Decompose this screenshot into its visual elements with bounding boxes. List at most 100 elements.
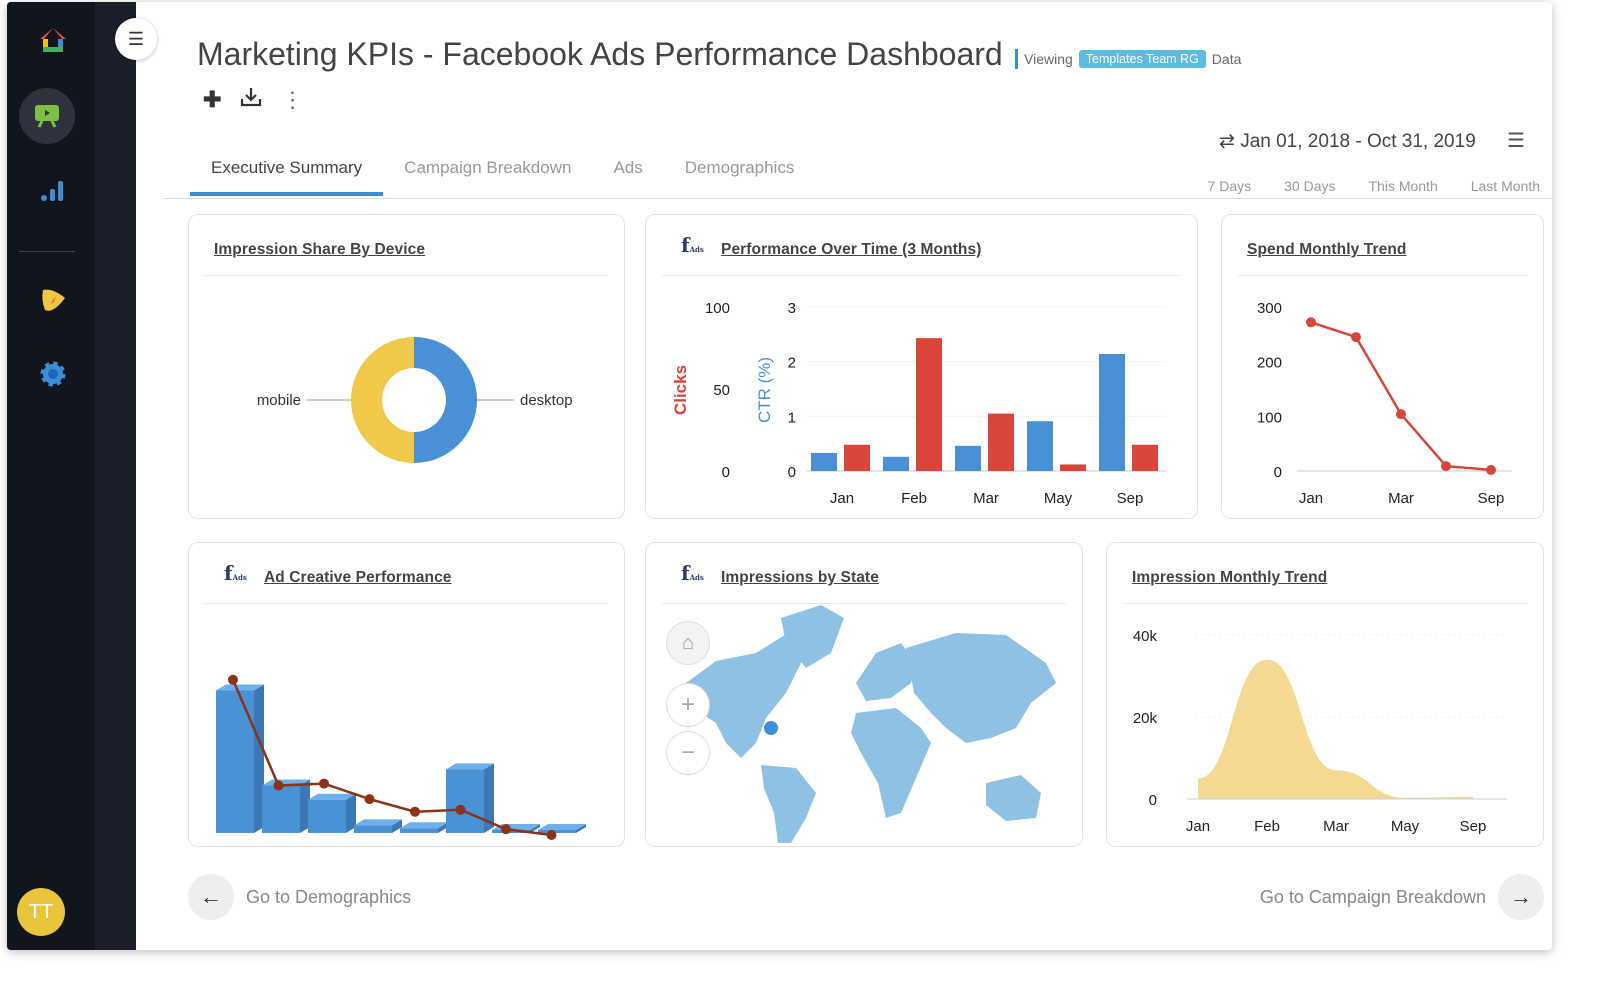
arrow-right-icon[interactable]: →	[1498, 874, 1544, 920]
trend-point	[455, 804, 466, 815]
y-tick-label: 20k	[1133, 710, 1158, 727]
bar-side	[530, 824, 540, 833]
divider	[1015, 49, 1018, 69]
filter-icon[interactable]: ☰	[1507, 130, 1525, 152]
y-tick-label: 40k	[1133, 628, 1158, 645]
tab-demographics[interactable]: Demographics	[684, 158, 795, 177]
clicks-axis-label: Clicks	[671, 365, 690, 415]
clicks-bar	[988, 413, 1014, 471]
divider	[205, 603, 608, 604]
facebook-ads-icon: fAds	[681, 561, 704, 585]
team-badge[interactable]: Templates Team RG	[1078, 50, 1206, 68]
clicks-tick-label: 100	[705, 300, 730, 317]
quick-range-7-days[interactable]: 7 Days	[1207, 178, 1252, 194]
tab-campaign-breakdown[interactable]: Campaign Breakdown	[404, 158, 572, 177]
x-tick-label: Sep	[1117, 490, 1144, 507]
donut-slice-desktop	[414, 337, 477, 463]
tab-ads[interactable]: Ads	[613, 158, 643, 177]
card-title[interactable]: Impression Monthly Trend	[1132, 569, 1328, 586]
ctr-tick-label: 0	[788, 464, 796, 481]
quick-range-last-month[interactable]: Last Month	[1470, 178, 1540, 194]
divider	[1123, 603, 1527, 604]
next-page-nav[interactable]: Go to Campaign Breakdown →	[1260, 874, 1544, 920]
donut-slice-mobile	[351, 337, 414, 463]
slice-label-mobile: mobile	[257, 392, 301, 409]
quick-range-this-month[interactable]: This Month	[1368, 178, 1438, 194]
viewing-suffix: Data	[1211, 51, 1242, 67]
presentation-icon[interactable]	[19, 88, 75, 144]
bar-top	[400, 822, 448, 829]
bar-top	[308, 793, 356, 800]
map-australia	[986, 775, 1041, 821]
card-performance-over-time: fAds Performance Over Time (3 Months) 0 1…	[645, 214, 1198, 519]
y-tick-label: 0	[1149, 792, 1157, 809]
next-page-label[interactable]: Go to Campaign Breakdown	[1259, 886, 1486, 907]
slice-label-desktop: desktop	[520, 392, 573, 409]
viewing-prefix: Viewing	[1024, 51, 1073, 67]
card-title[interactable]: Impression Share By Device	[214, 241, 426, 258]
world-map[interactable]	[646, 543, 1083, 847]
toolbar: ✚ ⋮	[203, 86, 303, 114]
donut-chart: mobile desktop	[257, 337, 573, 463]
download-icon[interactable]	[239, 86, 263, 114]
trend-point	[228, 674, 238, 685]
trend-point	[410, 806, 420, 817]
x-tick-label: Jan	[1299, 490, 1323, 507]
page-title: Marketing KPIs - Facebook Ads Performanc…	[197, 36, 1003, 72]
x-tick-label: Sep	[1460, 818, 1487, 835]
creative-bar	[354, 825, 392, 833]
clicks-tick-label: 0	[722, 464, 730, 481]
map-south-america	[761, 765, 816, 843]
analytics-icon[interactable]	[27, 164, 79, 216]
quick-range-30-days[interactable]: 30 Days	[1284, 178, 1336, 194]
map-zoom-out-button[interactable]: −	[666, 731, 710, 775]
map-europe	[856, 643, 916, 701]
spend-point	[1441, 461, 1451, 472]
creative-bar	[538, 830, 576, 833]
spend-point	[1486, 464, 1496, 475]
prev-page-nav[interactable]: ← Go to Demographics	[188, 874, 411, 920]
user-avatar[interactable]: TT	[17, 888, 65, 936]
viewing-indicator: Viewing Templates Team RG Data	[1015, 49, 1241, 69]
tab-divider	[163, 198, 1552, 199]
ad-creative-chart	[216, 674, 586, 840]
bar-side	[346, 793, 356, 833]
add-icon[interactable]: ✚	[203, 87, 222, 112]
y-tick-label: 0	[1274, 464, 1282, 481]
divider	[662, 603, 1066, 604]
rocket-icon[interactable]	[27, 274, 79, 326]
card-title[interactable]: Impressions by State	[721, 569, 879, 586]
map-home-button[interactable]: ⌂	[666, 621, 710, 665]
clicks-bar	[1060, 464, 1086, 471]
home-icon: ⌂	[681, 631, 695, 654]
clicks-bar	[1132, 444, 1158, 471]
facebook-ads-icon: fAds	[224, 561, 247, 585]
spend-point	[1351, 332, 1361, 343]
x-tick-label: Feb	[1254, 818, 1280, 835]
clicks-bar	[844, 444, 870, 471]
card-title[interactable]: Spend Monthly Trend	[1247, 241, 1407, 258]
x-tick-label: Feb	[901, 490, 927, 507]
app-window: TT ☰ Marketing KPIs - Facebook Ads Perfo…	[7, 2, 1552, 950]
arrow-left-icon[interactable]: ←	[188, 874, 234, 920]
more-options-icon[interactable]: ⋮	[281, 87, 304, 112]
menu-toggle-button[interactable]: ☰	[115, 18, 157, 60]
divider	[205, 275, 608, 276]
bar-top	[446, 763, 494, 770]
card-impression-share: Impression Share By Device mobile desktop	[188, 214, 625, 519]
map-marker[interactable]	[764, 721, 778, 735]
trend-line	[231, 679, 552, 837]
map-asia	[906, 633, 1056, 743]
y-tick-label: 100	[1257, 409, 1282, 426]
card-impression-trend: Impression Monthly Trend 0 20k 40k Jan Feb Ma…	[1106, 542, 1544, 847]
card-title[interactable]: Ad Creative Performance	[264, 569, 452, 586]
quick-date-ranges: 7 Days 30 Days This Month Last Month	[1208, 178, 1540, 194]
tab-executive-summary[interactable]: Executive Summary	[190, 156, 384, 196]
clicks-bar	[916, 338, 942, 471]
settings-gear-icon[interactable]	[27, 348, 79, 400]
map-zoom-in-button[interactable]: +	[666, 683, 710, 727]
card-title[interactable]: Performance Over Time (3 Months)	[721, 241, 982, 258]
home-logo-icon[interactable]	[27, 14, 79, 66]
prev-page-label[interactable]: Go to Demographics	[246, 886, 412, 907]
date-range-picker[interactable]: ⇄ Jan 01, 2018 - Oct 31, 2019	[1219, 130, 1476, 153]
